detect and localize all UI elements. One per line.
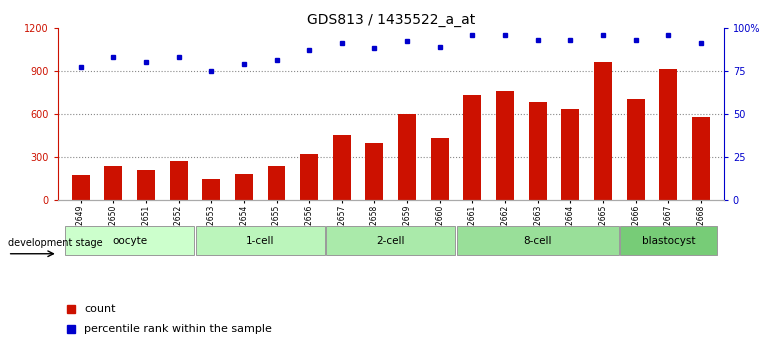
Bar (65, 226, 194, 255)
Bar (627, 99, 644, 200)
Text: 1-cell: 1-cell (246, 236, 274, 246)
Bar (692, 117, 710, 200)
Text: 2-cell: 2-cell (377, 236, 405, 246)
Bar (430, 138, 449, 200)
Bar (366, 142, 383, 200)
Text: development stage: development stage (8, 238, 102, 248)
Text: blastocyst: blastocyst (641, 236, 695, 246)
Bar (326, 226, 455, 255)
Bar (464, 95, 481, 200)
Bar (196, 226, 325, 255)
Text: percentile rank within the sample: percentile rank within the sample (85, 324, 273, 334)
Text: count: count (85, 304, 116, 314)
Bar (72, 175, 89, 200)
Bar (561, 109, 579, 200)
Bar (137, 170, 155, 200)
Bar (104, 166, 122, 200)
Bar (300, 154, 318, 200)
Text: 8-cell: 8-cell (524, 236, 552, 246)
Title: GDS813 / 1435522_a_at: GDS813 / 1435522_a_at (306, 12, 475, 27)
Bar (398, 114, 416, 200)
Bar (169, 161, 188, 200)
Bar (235, 174, 253, 200)
Text: oocyte: oocyte (112, 236, 147, 246)
Bar (496, 91, 514, 200)
Bar (267, 166, 286, 200)
Bar (203, 179, 220, 200)
Bar (620, 226, 717, 255)
Bar (659, 69, 678, 200)
Bar (333, 135, 351, 200)
Bar (457, 226, 618, 255)
Bar (594, 62, 612, 200)
Bar (529, 102, 547, 200)
